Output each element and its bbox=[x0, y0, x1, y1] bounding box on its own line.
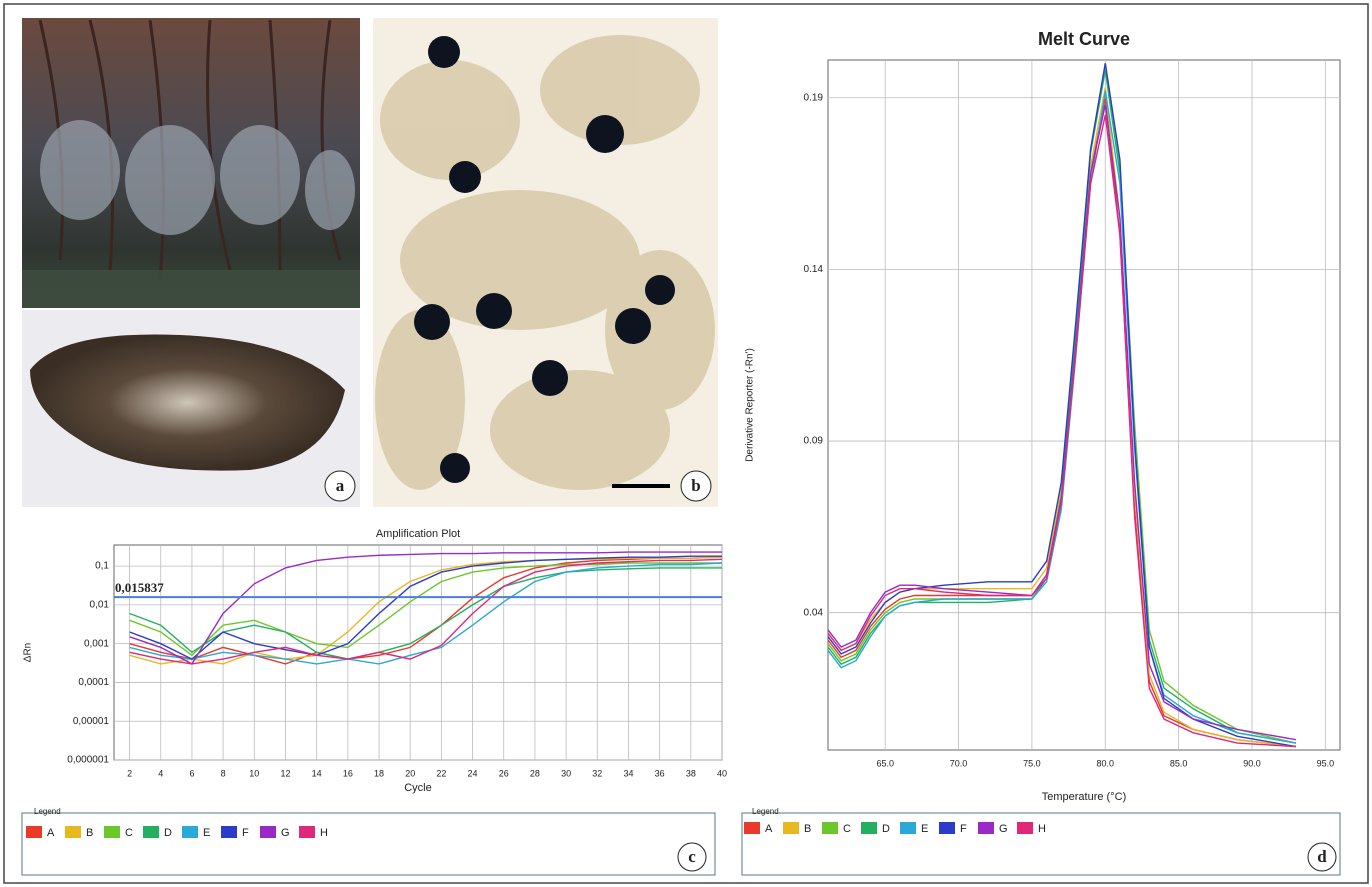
legend-label: H bbox=[1038, 823, 1046, 835]
legend-label: B bbox=[804, 823, 811, 835]
panel-label: b bbox=[691, 476, 700, 495]
x-tick-label: 6 bbox=[189, 768, 194, 778]
x-tick-label: 24 bbox=[468, 768, 478, 778]
water bbox=[22, 270, 360, 308]
chart-title: Melt Curve bbox=[1038, 29, 1130, 49]
x-tick-label: 28 bbox=[530, 768, 540, 778]
legend-label: E bbox=[203, 827, 210, 839]
y-tick-label: 0,001 bbox=[84, 638, 109, 649]
y-axis-label: Derivative Reporter (-Rn') bbox=[745, 348, 756, 462]
y-tick-label: 0.09 bbox=[804, 436, 824, 447]
legend-title: Legend bbox=[752, 807, 779, 816]
figure: a b c d Amplification Plot 0,000001 0,0000… bbox=[0, 0, 1372, 887]
x-tick-label: 80.0 bbox=[1097, 758, 1115, 768]
x-tick-label: 95.0 bbox=[1317, 758, 1335, 768]
x-tick-label: 65.0 bbox=[876, 758, 894, 768]
x-tick-label: 14 bbox=[312, 768, 322, 778]
legend-swatch bbox=[260, 826, 276, 838]
legend-swatch bbox=[182, 826, 198, 838]
x-tick-label: 22 bbox=[436, 768, 446, 778]
x-tick-label: 8 bbox=[221, 768, 226, 778]
panel-label: d bbox=[1317, 847, 1327, 866]
legend-label: A bbox=[765, 823, 773, 835]
sediment bbox=[375, 35, 715, 490]
x-tick-label: 10 bbox=[249, 768, 259, 778]
x-tick-label: 32 bbox=[592, 768, 602, 778]
legend-label: D bbox=[882, 823, 890, 835]
x-axis-label: Cycle bbox=[404, 782, 432, 794]
legend-label: E bbox=[921, 823, 928, 835]
y-tick-label: 0,000001 bbox=[67, 755, 109, 766]
legend-swatch bbox=[900, 822, 916, 834]
legend-swatch bbox=[299, 826, 315, 838]
threshold-label: 0,015837 bbox=[115, 580, 164, 595]
y-tick-label: 0,00001 bbox=[73, 716, 110, 727]
panel-label: a bbox=[336, 476, 345, 495]
y-tick-label: 0.14 bbox=[804, 264, 824, 275]
x-tick-label: 30 bbox=[561, 768, 571, 778]
x-tick-label: 40 bbox=[717, 768, 727, 778]
legend-label: G bbox=[281, 827, 290, 839]
legend-swatch bbox=[978, 822, 994, 834]
x-tick-label: 38 bbox=[686, 768, 696, 778]
x-tick-label: 34 bbox=[623, 768, 633, 778]
x-tick-label: 16 bbox=[343, 768, 353, 778]
legend-swatch bbox=[26, 826, 42, 838]
y-tick-label: 0.19 bbox=[804, 92, 824, 103]
y-tick-label: 0,01 bbox=[90, 600, 110, 611]
x-tick-label: 2 bbox=[127, 768, 132, 778]
legend-title: Legend bbox=[34, 807, 61, 816]
x-tick-label: 12 bbox=[280, 768, 290, 778]
legend-swatch bbox=[221, 826, 237, 838]
legend-label: F bbox=[242, 827, 249, 839]
legend-label: C bbox=[125, 827, 133, 839]
x-tick-label: 75.0 bbox=[1023, 758, 1041, 768]
x-axis-label: Temperature (°C) bbox=[1042, 791, 1126, 803]
panel-label: c bbox=[688, 847, 696, 866]
y-tick-label: 0.04 bbox=[804, 607, 824, 618]
legend-label: B bbox=[86, 827, 93, 839]
legend-swatch bbox=[783, 822, 799, 834]
legend-swatch bbox=[65, 826, 81, 838]
legend-swatch bbox=[822, 822, 838, 834]
x-tick-label: 70.0 bbox=[950, 758, 968, 768]
legend-label: G bbox=[999, 823, 1008, 835]
legend-swatch bbox=[143, 826, 159, 838]
x-tick-label: 4 bbox=[158, 768, 163, 778]
legend-swatch bbox=[1017, 822, 1033, 834]
legend-label: A bbox=[47, 827, 55, 839]
x-tick-label: 36 bbox=[655, 768, 665, 778]
legend-label: F bbox=[960, 823, 967, 835]
x-tick-label: 26 bbox=[499, 768, 509, 778]
y-tick-label: 0,0001 bbox=[78, 677, 109, 688]
legend-label: D bbox=[164, 827, 172, 839]
plot-area bbox=[828, 60, 1340, 750]
y-axis-label: ΔRn bbox=[23, 643, 34, 662]
legend-swatch bbox=[744, 822, 760, 834]
x-tick-label: 18 bbox=[374, 768, 384, 778]
x-tick-label: 90.0 bbox=[1243, 758, 1261, 768]
legend-swatch bbox=[861, 822, 877, 834]
legend-label: C bbox=[843, 823, 851, 835]
y-tick-label: 0,1 bbox=[95, 561, 109, 572]
legend-label: H bbox=[320, 827, 328, 839]
chart-title: Amplification Plot bbox=[376, 528, 460, 540]
legend-swatch bbox=[104, 826, 120, 838]
legend-swatch bbox=[939, 822, 955, 834]
x-tick-label: 85.0 bbox=[1170, 758, 1188, 768]
x-tick-label: 20 bbox=[405, 768, 415, 778]
plot-area bbox=[114, 545, 722, 760]
